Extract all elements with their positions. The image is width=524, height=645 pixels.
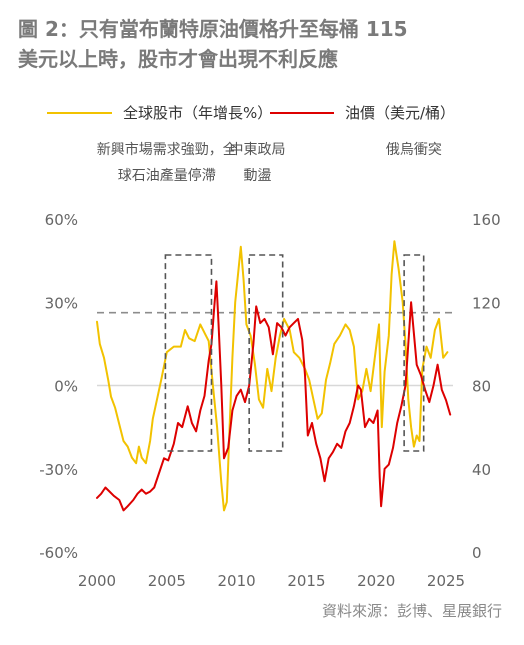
- x-tick-label: 2025: [427, 572, 465, 590]
- event-box-1: [164, 254, 213, 452]
- y-left-tick-label: 30%: [45, 294, 78, 312]
- event-box-2: [248, 254, 284, 452]
- y-right-tick-label: 40: [472, 461, 491, 479]
- annotation-label: 俄烏衝突: [386, 141, 442, 158]
- legend: 全球股市（年增長%） 油價（美元/桶）: [47, 104, 455, 122]
- y-right-tick-label: 120: [472, 294, 501, 312]
- annotation-label: 中東政局: [230, 142, 286, 158]
- annotation-label: 新興市場需求強勁，全: [97, 141, 237, 158]
- y-right-tick-label: 0: [472, 544, 482, 562]
- y-left-tick-label: 0%: [54, 378, 78, 396]
- y-left-tick-label: -30%: [39, 461, 78, 479]
- series-line-equity: [96, 240, 449, 512]
- x-tick-label: 2020: [357, 572, 395, 590]
- series-lines: [96, 240, 452, 512]
- x-tick-label: 2010: [218, 572, 256, 590]
- annotation-label: 球石油產量停滯: [118, 167, 216, 184]
- chart-title-line1: 圖 2：只有當布蘭特原油價格升至每桶 115: [18, 17, 408, 41]
- chart-title: 圖 2：只有當布蘭特原油價格升至每桶 115 美元以上時，股市才會出現不利反應: [18, 14, 508, 74]
- y-left-tick-label: 60%: [45, 211, 78, 229]
- source-note: 資料來源：彭博、星展銀行: [321, 602, 502, 620]
- event-box-3: [403, 254, 425, 452]
- y-right-tick-label: 80: [472, 378, 491, 396]
- chart-title-line2: 美元以上時，股市才會出現不利反應: [18, 47, 338, 71]
- y-left-tick-label: -60%: [39, 544, 78, 562]
- series-line-oil: [96, 280, 452, 512]
- event-boxes: [164, 254, 425, 452]
- y-right-tick-label: 160: [472, 211, 501, 229]
- gridlines: [97, 311, 453, 387]
- x-tick-label: 2015: [287, 572, 325, 590]
- x-tick-label: 2005: [148, 572, 186, 590]
- annotation-label: 動盪: [244, 168, 272, 184]
- legend-label-oil: 油價（美元/桶）: [345, 104, 455, 122]
- x-tick-label: 2000: [78, 572, 116, 590]
- legend-label-equity: 全球股市（年增長%）: [123, 104, 272, 122]
- axes: 60% 30% 0% -30% -60% 160 120 80 40 0 2000 2005 2010 2…: [39, 211, 500, 590]
